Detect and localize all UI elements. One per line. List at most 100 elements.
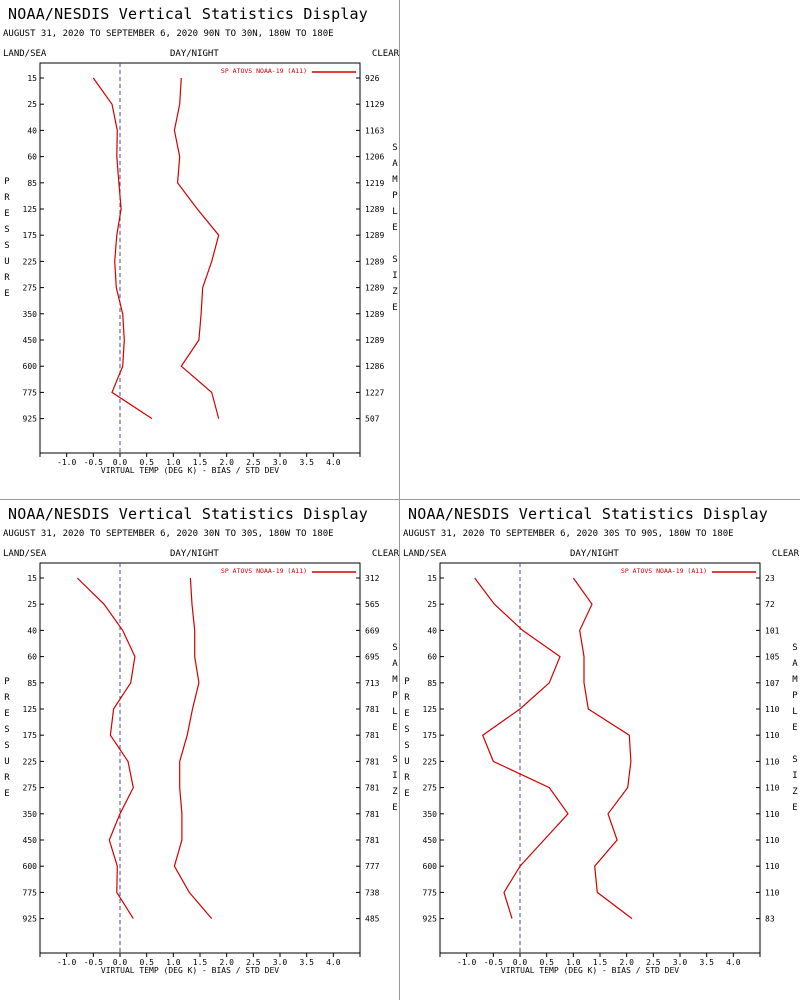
pressure-level-label: 85 (27, 679, 37, 688)
x-tick-label: 0.0 (513, 958, 528, 967)
pressure-level-label: 925 (23, 415, 38, 424)
profile-chart: -1.0 -0.5 0.0 0.5 1.0 1.5 2.0 2.5 3.0 3.5 4.0 VIRTU… (23, 562, 380, 975)
day-night-label: DAY/NIGHT (570, 549, 619, 559)
chart-panel-30n-30s: NOAA/NESDIS Vertical Statistics Display … (0, 500, 400, 1000)
x-tick-label: 3.5 (699, 958, 714, 967)
pressure-level-label: 600 (23, 862, 38, 871)
series-line-std_dev (173, 577, 213, 919)
pressure-level-label: 15 (27, 574, 37, 583)
legend-label: SP ATOVS NOAA-19 (A11) (221, 67, 307, 75)
chart-panel-30s-90s: NOAA/NESDIS Vertical Statistics Display … (400, 500, 800, 1000)
sample-size-label: 695 (365, 653, 380, 662)
x-tick-label: 1.5 (193, 458, 208, 467)
sample-size-label: 101 (765, 626, 780, 635)
sample-size-axis-label: S A M P L E S I Z E (392, 643, 398, 813)
x-axis-title: VIRTUAL TEMP (DEG K) - BIAS / STD DEV (501, 966, 679, 975)
pressure-level-label: 350 (23, 810, 38, 819)
x-tick-label: 0.5 (139, 958, 154, 967)
x-axis-title: VIRTUAL TEMP (DEG K) - BIAS / STD DEV (101, 966, 279, 975)
pressure-level-label: 925 (23, 915, 38, 924)
land-sea-label: LAND/SEA (3, 549, 47, 559)
sample-size-label: 781 (365, 705, 380, 714)
pressure-level-label: 275 (23, 784, 38, 793)
pressure-level-label: 175 (423, 731, 438, 740)
x-tick-label: 1.0 (166, 958, 181, 967)
sample-size-label: 110 (765, 810, 780, 819)
x-tick-label: 4.0 (726, 958, 741, 967)
vertical-divider (399, 0, 400, 1000)
sample-size-label: 781 (365, 731, 380, 740)
sample-size-label: 110 (765, 705, 780, 714)
x-tick-label: 0.5 (539, 958, 554, 967)
sample-size-label: 738 (365, 888, 380, 897)
pressure-level-label: 775 (23, 888, 38, 897)
legend-label: SP ATOVS NOAA-19 (A11) (621, 567, 707, 575)
sample-size-label: 565 (365, 600, 380, 609)
sample-size-label: 1163 (365, 126, 384, 135)
series-line-bias (474, 577, 569, 919)
x-tick-label: -1.0 (457, 958, 476, 967)
pressure-level-label: 175 (23, 231, 38, 240)
x-tick-label: -1.0 (57, 458, 76, 467)
sample-size-label: 110 (765, 731, 780, 740)
sample-size-label: 1227 (365, 388, 384, 397)
sample-size-label: 781 (365, 784, 380, 793)
x-tick-label: 3.0 (273, 458, 288, 467)
profile-chart: -1.0 -0.5 0.0 0.5 1.0 1.5 2.0 2.5 3.0 3.5 4.0 VIRTU… (23, 62, 384, 475)
sample-size-axis-label: S A M P L E S I Z E (792, 643, 798, 813)
pressure-axis-label: P R E S S U R E (404, 677, 410, 799)
sample-size-label: 1289 (365, 284, 384, 293)
horizontal-divider (0, 499, 800, 500)
pressure-level-label: 350 (423, 810, 438, 819)
pressure-level-label: 600 (423, 862, 438, 871)
sample-size-label: 777 (365, 862, 380, 871)
x-tick-label: 2.0 (619, 958, 634, 967)
pressure-level-label: 450 (423, 836, 438, 845)
series-line-std_dev (572, 577, 633, 920)
day-night-label: DAY/NIGHT (170, 549, 219, 559)
pressure-level-label: 85 (427, 679, 437, 688)
panel-title: NOAA/NESDIS Vertical Statistics Display (8, 5, 368, 23)
pressure-level-label: 25 (427, 600, 437, 609)
sample-size-label: 1289 (365, 336, 384, 345)
x-tick-label: 2.5 (246, 458, 261, 467)
pressure-level-label: 85 (27, 179, 37, 188)
x-tick-label: -0.5 (84, 958, 103, 967)
pressure-level-label: 125 (23, 205, 38, 214)
x-tick-label: 0.5 (139, 458, 154, 467)
sample-size-label: 781 (365, 836, 380, 845)
panel-subtitle: AUGUST 31, 2020 TO SEPTEMBER 6, 2020 90N… (3, 29, 334, 39)
pressure-level-label: 225 (23, 757, 38, 766)
x-tick-label: 0.0 (113, 958, 128, 967)
pressure-level-label: 25 (27, 100, 37, 109)
pressure-axis-label: P R E S S U R E (4, 677, 10, 799)
sample-size-label: 83 (765, 915, 775, 924)
sample-size-label: 781 (365, 810, 380, 819)
x-tick-label: -0.5 (484, 958, 503, 967)
plot-frame (39, 62, 361, 454)
day-night-label: DAY/NIGHT (170, 49, 219, 59)
x-axis-title: VIRTUAL TEMP (DEG K) - BIAS / STD DEV (101, 466, 279, 475)
empty-panel (400, 0, 800, 500)
sample-size-label: 1219 (365, 179, 384, 188)
land-sea-label: LAND/SEA (403, 549, 447, 559)
sample-size-label: 669 (365, 626, 380, 635)
pressure-level-label: 275 (23, 284, 38, 293)
x-tick-label: 2.5 (646, 958, 661, 967)
chart-panel-90n-30n: NOAA/NESDIS Vertical Statistics Display … (0, 0, 400, 500)
pressure-level-label: 40 (27, 126, 37, 135)
pressure-level-label: 600 (23, 362, 38, 371)
pressure-level-label: 40 (27, 626, 37, 635)
panel-title: NOAA/NESDIS Vertical Statistics Display (408, 505, 768, 523)
sample-size-label: 1289 (365, 231, 384, 240)
pressure-level-label: 925 (423, 915, 438, 924)
pressure-level-label: 25 (27, 600, 37, 609)
x-tick-label: 2.5 (246, 958, 261, 967)
x-tick-label: 1.5 (193, 958, 208, 967)
sample-size-label: 110 (765, 862, 780, 871)
x-tick-label: 0.0 (113, 458, 128, 467)
pressure-level-label: 15 (27, 74, 37, 83)
pressure-level-label: 60 (427, 653, 437, 662)
x-tick-label: 3.0 (673, 958, 688, 967)
pressure-level-label: 175 (23, 731, 38, 740)
